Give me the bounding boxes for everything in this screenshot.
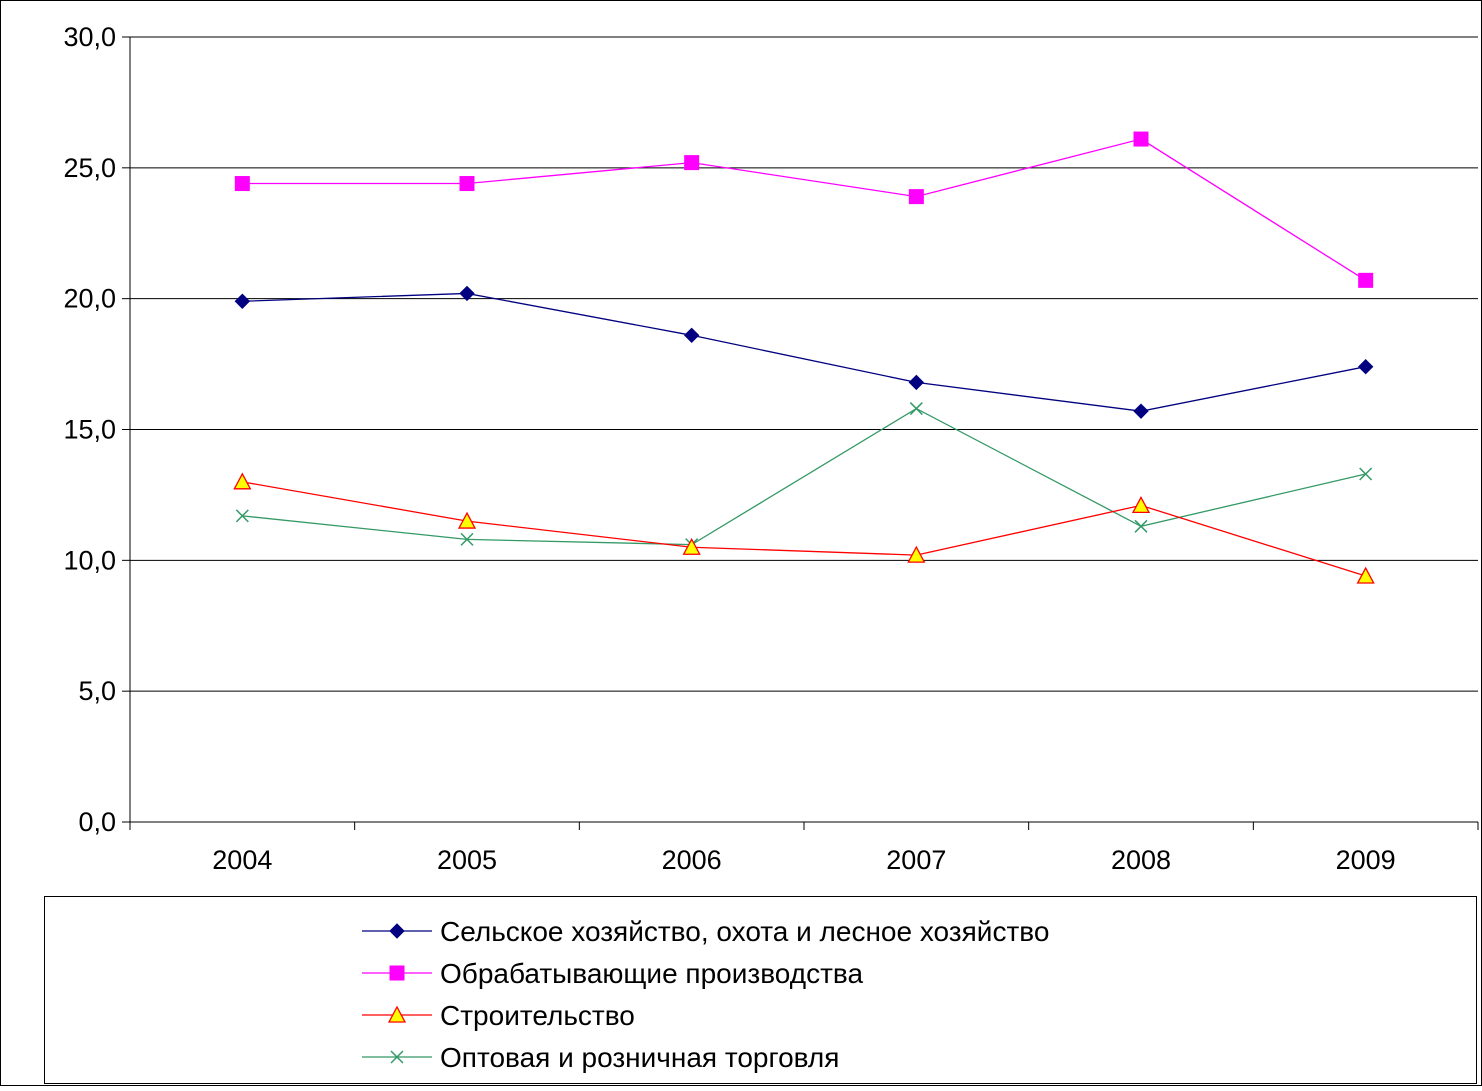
data-point — [459, 176, 475, 192]
data-point — [1133, 403, 1149, 419]
data-point — [682, 537, 701, 555]
data-point — [1358, 272, 1374, 288]
x-tick-label: 2007 — [886, 845, 946, 875]
legend-marker — [387, 1005, 407, 1023]
data-point — [235, 509, 249, 523]
x-tick-label: 2008 — [1111, 845, 1171, 875]
series-lines — [233, 131, 1375, 584]
legend-label: Обрабатывающие производства — [440, 958, 863, 989]
x-tick-label: 2009 — [1336, 845, 1396, 875]
axes: 0,0 5,0 10,0 15,0 20,0 25,0 30,0 2004 2005 2006 20… — [63, 22, 1479, 875]
x-tick-label: 2005 — [437, 845, 497, 875]
data-point — [908, 189, 924, 205]
marker-stroke — [909, 402, 923, 416]
marker-stroke — [235, 509, 249, 523]
data-point — [1131, 496, 1151, 514]
y-tick-label: 20,0 — [63, 284, 116, 314]
legend-box — [44, 896, 1477, 1084]
data-point — [908, 374, 925, 391]
y-tick-label: 15,0 — [63, 415, 116, 445]
x-tick-label: 2004 — [212, 845, 272, 875]
legend-marker — [389, 923, 405, 939]
legend-marker — [389, 965, 405, 981]
data-point — [1356, 566, 1375, 584]
data-point — [234, 176, 250, 192]
marker-stroke — [1134, 519, 1148, 533]
data-point — [1357, 358, 1374, 375]
data-point — [909, 402, 923, 416]
data-point — [684, 155, 700, 171]
data-point — [460, 532, 474, 546]
y-tick-label: 0,0 — [78, 807, 116, 837]
data-point — [907, 545, 926, 563]
legend-marker — [390, 1050, 404, 1064]
legend-label: Оптовая и розничная торговля — [440, 1042, 839, 1073]
series-line-2 — [242, 481, 1366, 577]
y-tick-label: 25,0 — [63, 153, 116, 183]
series-line-1 — [242, 138, 1367, 281]
data-point — [234, 293, 251, 309]
marker-stroke — [1359, 467, 1373, 481]
legend: Сельское хозяйство, охота и лесное хозяй… — [44, 896, 1477, 1084]
x-tick-label: 2006 — [662, 845, 722, 875]
y-tick-label: 10,0 — [63, 545, 116, 575]
data-point — [1359, 467, 1373, 481]
gridlines — [130, 36, 1478, 692]
data-point — [457, 511, 477, 529]
y-tick-label: 5,0 — [78, 676, 116, 706]
marker-stroke — [460, 532, 474, 546]
marker-stroke — [390, 1050, 404, 1064]
data-point — [683, 327, 700, 344]
legend-label: Строительство — [440, 1000, 635, 1031]
data-point — [1134, 519, 1148, 533]
data-point — [233, 472, 252, 490]
y-tick-label: 30,0 — [63, 22, 116, 52]
legend-label: Сельское хозяйство, охота и лесное хозяй… — [440, 916, 1049, 947]
series-line-0 — [242, 292, 1366, 412]
data-point — [1133, 131, 1149, 147]
data-point — [459, 285, 475, 302]
